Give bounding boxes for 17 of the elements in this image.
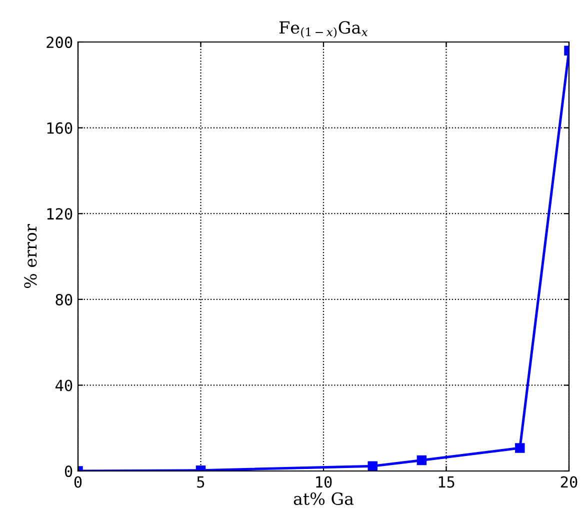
x-tick-label: 5 <box>197 476 204 488</box>
point <box>368 461 378 471</box>
y-tick-label: 120 <box>47 208 72 220</box>
y-tick-label: 40 <box>56 380 72 392</box>
point <box>416 455 427 466</box>
y-tick-label: 80 <box>56 294 72 306</box>
point <box>515 443 525 453</box>
y-axis-title: % error <box>24 224 37 288</box>
y-tick-label: 160 <box>47 122 72 134</box>
y-tick-label: 200 <box>46 36 72 48</box>
x-axis-title: at% Ga <box>294 492 354 506</box>
x-tick-label: 10 <box>316 476 332 488</box>
chart-title: Fe$_{(1−x)}$Ga$_{x}$ <box>280 21 368 38</box>
x-tick-label: 0 <box>74 476 82 488</box>
y-tick-label: 0 <box>64 466 72 478</box>
x-tick-label: 15 <box>438 476 454 488</box>
x-tick-label: 20 <box>560 476 578 488</box>
